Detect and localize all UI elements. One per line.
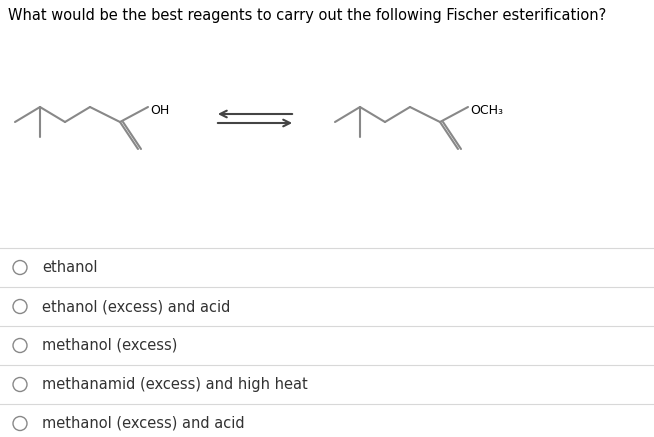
Text: methanol (excess): methanol (excess) (42, 338, 177, 353)
Text: ethanol: ethanol (42, 260, 97, 275)
Text: OCH₃: OCH₃ (470, 104, 503, 117)
Text: methanamid (excess) and high heat: methanamid (excess) and high heat (42, 377, 308, 392)
Text: What would be the best reagents to carry out the following Fischer esterificatio: What would be the best reagents to carry… (8, 8, 606, 23)
Text: methanol (excess) and acid: methanol (excess) and acid (42, 416, 245, 431)
Text: OH: OH (150, 104, 169, 117)
Text: ethanol (excess) and acid: ethanol (excess) and acid (42, 299, 230, 314)
